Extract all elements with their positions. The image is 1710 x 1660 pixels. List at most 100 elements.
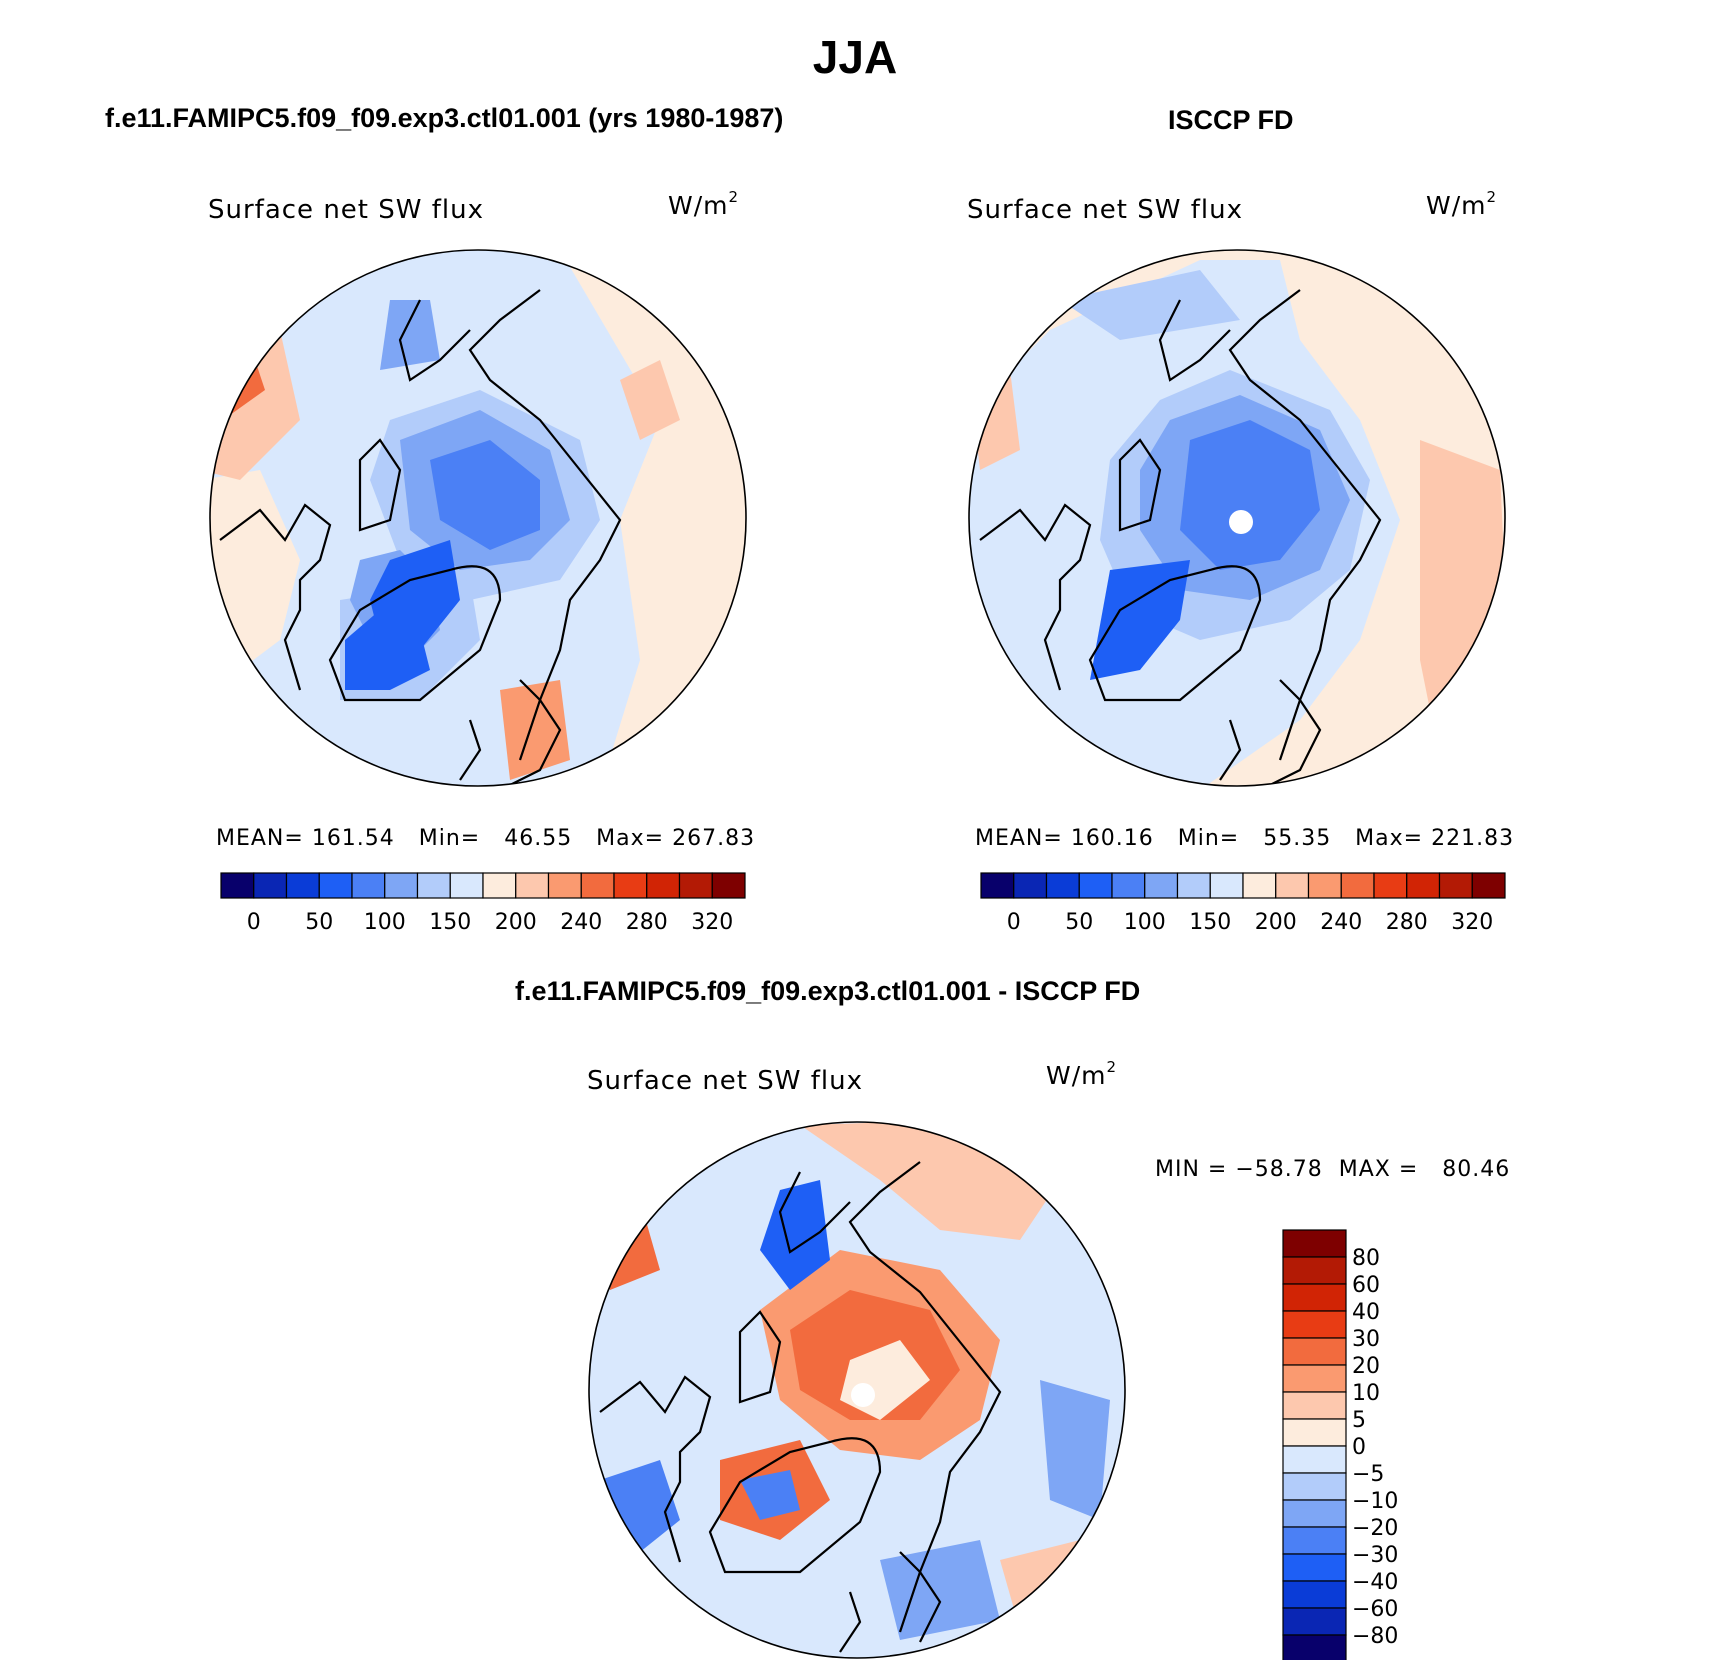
model-colorbar-box — [384, 872, 419, 899]
diff-colorbar-tick-label: −30 — [1352, 1543, 1398, 1568]
obs-colorbar-box — [1471, 872, 1506, 899]
model-colorbar-box — [613, 872, 648, 899]
diff-coast-britain — [839, 1591, 862, 1653]
obs-coast-greenland — [1088, 565, 1262, 702]
obs-colorbar-box — [1013, 872, 1048, 899]
obs-coast-archipelago — [1118, 438, 1162, 532]
model-variable-label: Surface net SW flux — [208, 195, 484, 225]
obs-colorbar-box — [1045, 872, 1080, 899]
model-colorbar-tick-label: 320 — [691, 910, 733, 935]
obs-coast-north-america — [979, 503, 1092, 691]
obs-missing-pole — [1229, 510, 1253, 534]
diff-colorbar-box — [1282, 1310, 1347, 1339]
obs-colorbar-box — [1144, 872, 1179, 899]
model-panel-title: f.e11.FAMIPC5.f09_f09.exp3.ctl01.001 (yr… — [105, 103, 784, 133]
diff-colorbar-box — [1282, 1634, 1347, 1660]
diff-colorbar-box — [1282, 1499, 1347, 1528]
diff-colorbar-box — [1282, 1607, 1347, 1636]
diff-colorbar-box — [1282, 1445, 1347, 1474]
figure-title: JJA — [812, 31, 898, 83]
obs-colorbar-box — [1406, 872, 1441, 899]
model-colorbar-box — [285, 872, 320, 899]
diff-colorbar-tick-label: 10 — [1352, 1381, 1380, 1406]
model-colorbar-tick-label: 150 — [429, 910, 471, 935]
diff-colorbar-tick-label: 0 — [1352, 1435, 1366, 1460]
obs-colorbar-tick-label: 200 — [1255, 910, 1297, 935]
model-field-siberia — [620, 360, 680, 440]
obs-coast-britain — [1219, 719, 1242, 781]
diff-coast-archipelago — [738, 1310, 782, 1404]
obs-colorbar-tick-label: 240 — [1320, 910, 1362, 935]
diff-coast-north-america — [599, 1375, 712, 1563]
obs-colorbar-box — [1373, 872, 1408, 899]
diff-colorbar-tick-label: −5 — [1352, 1462, 1384, 1487]
model-field-scandinavia — [500, 680, 570, 780]
obs-colorbar-box — [1340, 872, 1375, 899]
obs-colorbar-tick-label: 50 — [1065, 910, 1093, 935]
obs-coast-siberia — [1228, 289, 1382, 761]
model-colorbar-box — [711, 872, 746, 899]
model-colorbar-tick-label: 280 — [626, 910, 668, 935]
diff-colorbar-tick-label: 40 — [1352, 1300, 1380, 1325]
diff-colorbar-tick-label: 20 — [1352, 1354, 1380, 1379]
diff-colorbar-box — [1282, 1256, 1347, 1285]
model-map — [209, 249, 747, 787]
diff-field-pacific-cool — [600, 1460, 680, 1560]
obs-colorbar-box — [1078, 872, 1113, 899]
diff-colorbar-box — [1282, 1526, 1347, 1555]
model-colorbar-box — [646, 872, 681, 899]
diff-field-europe-cool — [880, 1540, 1000, 1640]
obs-map-border — [968, 249, 1506, 787]
model-colorbar: 0 50 100 150 200 240 280 320 — [220, 872, 746, 935]
obs-coast-chukotka — [1158, 299, 1231, 382]
model-coast-britain — [459, 719, 482, 781]
diff-variable-label: Surface net SW flux — [587, 1066, 863, 1096]
model-colorbar-box — [678, 872, 713, 899]
model-map-border — [209, 249, 747, 787]
diff-field-greenland-cool — [740, 1470, 800, 1520]
diff-colorbar-tick-label: 60 — [1352, 1273, 1380, 1298]
model-coast-greenland — [328, 565, 502, 702]
diff-colorbar-tick-label: 30 — [1352, 1327, 1380, 1352]
obs-colorbar-box — [980, 872, 1015, 899]
obs-variable-label: Surface net SW flux — [967, 195, 1243, 225]
diff-coast-siberia — [848, 1161, 1002, 1633]
model-field-greenland-south — [345, 610, 430, 690]
model-coast-chukotka — [398, 299, 471, 382]
obs-colorbar-tick-label: 100 — [1124, 910, 1166, 935]
diff-colorbar-box — [1282, 1391, 1347, 1420]
obs-colorbar-tick-label: 150 — [1189, 910, 1231, 935]
diff-colorbar-box — [1282, 1364, 1347, 1393]
diff-stats: MIN = −58.78 MAX = 80.46 — [1155, 1157, 1511, 1182]
diff-colorbar-box — [1282, 1580, 1347, 1609]
diff-coast-greenland — [708, 1437, 882, 1574]
diff-panel-title: f.e11.FAMIPC5.f09_f09.exp3.ctl01.001 - I… — [515, 976, 1141, 1006]
model-colorbar-box — [580, 872, 615, 899]
diff-coast-chukotka — [778, 1171, 851, 1254]
diff-colorbar-tick-label: −10 — [1352, 1489, 1398, 1514]
diff-colorbar-tick-label: −80 — [1352, 1624, 1398, 1649]
model-colorbar-box — [253, 872, 288, 899]
obs-colorbar-box — [1209, 872, 1244, 899]
obs-colorbar: 0 50 100 150 200 240 280 320 — [980, 872, 1506, 935]
obs-colorbar-tick-label: 280 — [1386, 910, 1428, 935]
diff-coastlines — [599, 1161, 1002, 1653]
obs-field-greenland — [1090, 560, 1190, 680]
obs-panel-title: ISCCP FD — [1168, 105, 1294, 135]
obs-field-eurasia-warm — [1420, 440, 1505, 760]
obs-units-label: W/m2 — [1426, 188, 1498, 220]
model-units-label: W/m2 — [668, 188, 740, 220]
diff-coast-scandinavia — [899, 1551, 942, 1643]
obs-colorbar-box — [1438, 872, 1473, 899]
obs-stats: MEAN= 160.16 Min= 55.35 Max= 221.83 — [975, 826, 1515, 851]
diff-map — [588, 1121, 1126, 1659]
model-colorbar-box — [482, 872, 517, 899]
model-field-arctic-inner — [430, 440, 540, 550]
model-colorbar-box — [220, 872, 255, 899]
obs-colorbar-box — [1307, 872, 1342, 899]
diff-units-label: W/m2 — [1046, 1058, 1118, 1090]
model-colorbar-tick-label: 100 — [364, 910, 406, 935]
model-field-chukchi — [380, 300, 440, 370]
model-stats: MEAN= 161.54 Min= 46.55 Max= 267.83 — [216, 826, 756, 851]
